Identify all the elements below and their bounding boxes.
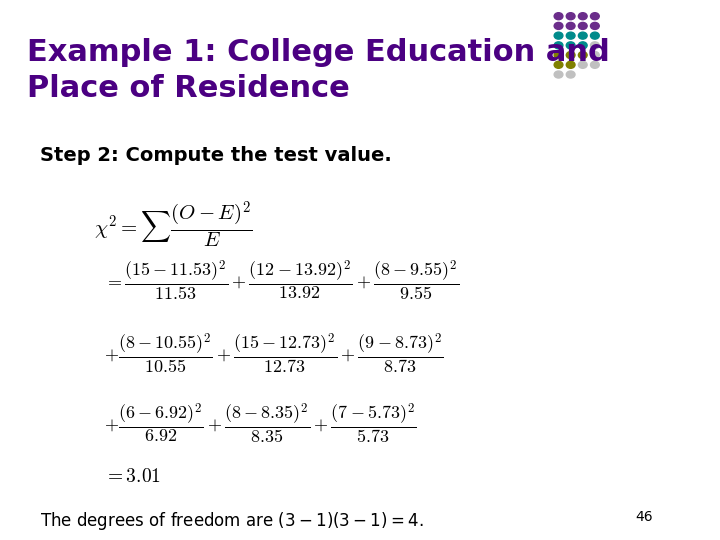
Circle shape xyxy=(554,51,563,58)
Text: The degrees of freedom are $(3 - 1)(3 - 1) = 4.$: The degrees of freedom are $(3 - 1)(3 - … xyxy=(40,510,424,532)
Circle shape xyxy=(590,62,599,68)
Circle shape xyxy=(590,51,599,58)
Circle shape xyxy=(566,51,575,58)
Circle shape xyxy=(566,13,575,19)
Circle shape xyxy=(590,32,599,39)
Circle shape xyxy=(554,23,563,30)
Text: Example 1: College Education and
Place of Residence: Example 1: College Education and Place o… xyxy=(27,38,610,103)
Text: $+ \dfrac{(6 - 6.92)^2}{6.92} + \dfrac{(8 - 8.35)^2}{8.35} + \dfrac{(7 - 5.73)^2: $+ \dfrac{(6 - 6.92)^2}{6.92} + \dfrac{(… xyxy=(104,402,417,447)
Text: $+ \dfrac{(8 - 10.55)^2}{10.55} + \dfrac{(15 - 12.73)^2}{12.73} + \dfrac{(9 - 8.: $+ \dfrac{(8 - 10.55)^2}{10.55} + \dfrac… xyxy=(104,332,444,376)
Circle shape xyxy=(554,62,563,68)
Text: $= \dfrac{(15 - 11.53)^2}{11.53} + \dfrac{(12 - 13.92)^2}{13.92} + \dfrac{(8 - 9: $= \dfrac{(15 - 11.53)^2}{11.53} + \dfra… xyxy=(104,259,459,303)
Circle shape xyxy=(566,62,575,68)
Circle shape xyxy=(554,13,563,19)
Circle shape xyxy=(578,42,587,49)
Text: $\chi^2 = \sum \dfrac{(O - E)^2}{E}$: $\chi^2 = \sum \dfrac{(O - E)^2}{E}$ xyxy=(94,200,253,251)
Circle shape xyxy=(578,32,587,39)
Circle shape xyxy=(590,13,599,19)
Circle shape xyxy=(566,32,575,39)
Circle shape xyxy=(578,51,587,58)
Circle shape xyxy=(578,23,587,30)
Circle shape xyxy=(554,71,563,78)
Circle shape xyxy=(566,71,575,78)
Circle shape xyxy=(554,32,563,39)
Circle shape xyxy=(578,13,587,19)
Circle shape xyxy=(566,23,575,30)
Circle shape xyxy=(554,42,563,49)
Text: Step 2: Compute the test value.: Step 2: Compute the test value. xyxy=(40,146,392,165)
Text: $= 3.01$: $= 3.01$ xyxy=(104,467,161,486)
Circle shape xyxy=(578,62,587,68)
Circle shape xyxy=(566,42,575,49)
Circle shape xyxy=(590,23,599,30)
Circle shape xyxy=(590,42,599,49)
Text: 46: 46 xyxy=(635,510,653,524)
